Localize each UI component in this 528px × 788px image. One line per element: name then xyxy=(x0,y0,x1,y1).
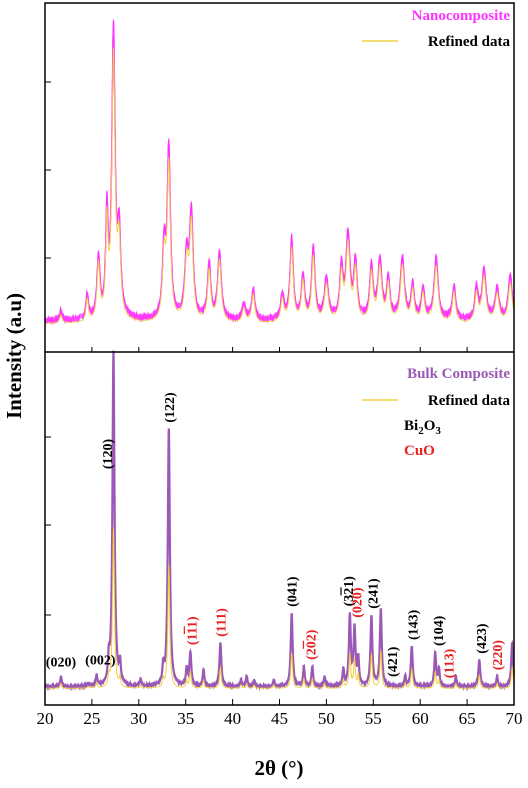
x-tick-label-50: 50 xyxy=(318,709,335,728)
peak-label-13: (104) xyxy=(432,615,447,646)
x-tick-label-45: 45 xyxy=(271,709,288,728)
x-tick-label-20: 20 xyxy=(37,709,54,728)
x-tick-label-40: 40 xyxy=(224,709,241,728)
peak-label-15: (423) xyxy=(475,623,490,654)
legend-nanocomposite: Nanocomposite xyxy=(412,8,511,24)
legend-bulk-composite: Bulk Composite xyxy=(407,366,510,382)
bulk-refined-line xyxy=(45,527,515,689)
peak-label-9: (020) xyxy=(350,587,365,618)
nanocomposite-panel: Nanocomposite Refined data xyxy=(44,8,515,326)
legend-bi2o3: Bi2O3 xyxy=(404,418,441,437)
peak-label-3: (122) xyxy=(163,392,178,423)
legend-refined-bulk: Refined data xyxy=(428,393,511,409)
peak-label-7: (202) xyxy=(304,629,319,660)
x-tick-label-60: 60 xyxy=(412,709,429,728)
bulk-composite-panel: (020) (002) (120) (122) (111) (111) (041) (202)… xyxy=(44,350,516,692)
peak-label-5: (111) xyxy=(214,608,229,637)
peak-label-12: (143) xyxy=(407,609,422,640)
x-tick-label-70: 70 xyxy=(506,709,523,728)
peak-label-6: (041) xyxy=(286,576,301,607)
x-tick-label-25: 25 xyxy=(83,709,100,728)
peak-label-10: (241) xyxy=(366,578,381,609)
x-tick-label-55: 55 xyxy=(365,709,382,728)
legend-refined-nano: Refined data xyxy=(428,34,511,50)
peak-label-14: (113) xyxy=(442,648,457,678)
peak-label-0: (020) xyxy=(46,655,77,670)
legend-cuo: CuO xyxy=(404,443,435,459)
nano-trace-2 xyxy=(44,19,515,322)
peak-label-11: (421) xyxy=(386,646,401,677)
bulk-trace xyxy=(44,350,516,692)
peak-label-2: (120) xyxy=(101,438,116,469)
y-axis-title: Intensity (a.u) xyxy=(2,293,26,419)
peak-label-16: (220) xyxy=(491,640,506,671)
peak-label-1: (002) xyxy=(85,654,116,669)
peak-label-8: (321) xyxy=(342,576,357,607)
nano-refined-line xyxy=(44,47,515,324)
x-tick-label-65: 65 xyxy=(459,709,476,728)
axes: 20 25 30 35 40 45 50 55 60 65 70 xyxy=(37,2,523,728)
peak-label-4: (111) xyxy=(185,616,200,645)
x-tick-label-35: 35 xyxy=(177,709,194,728)
x-tick-label-30: 30 xyxy=(130,709,147,728)
x-axis-title: 2θ (°) xyxy=(254,756,303,780)
